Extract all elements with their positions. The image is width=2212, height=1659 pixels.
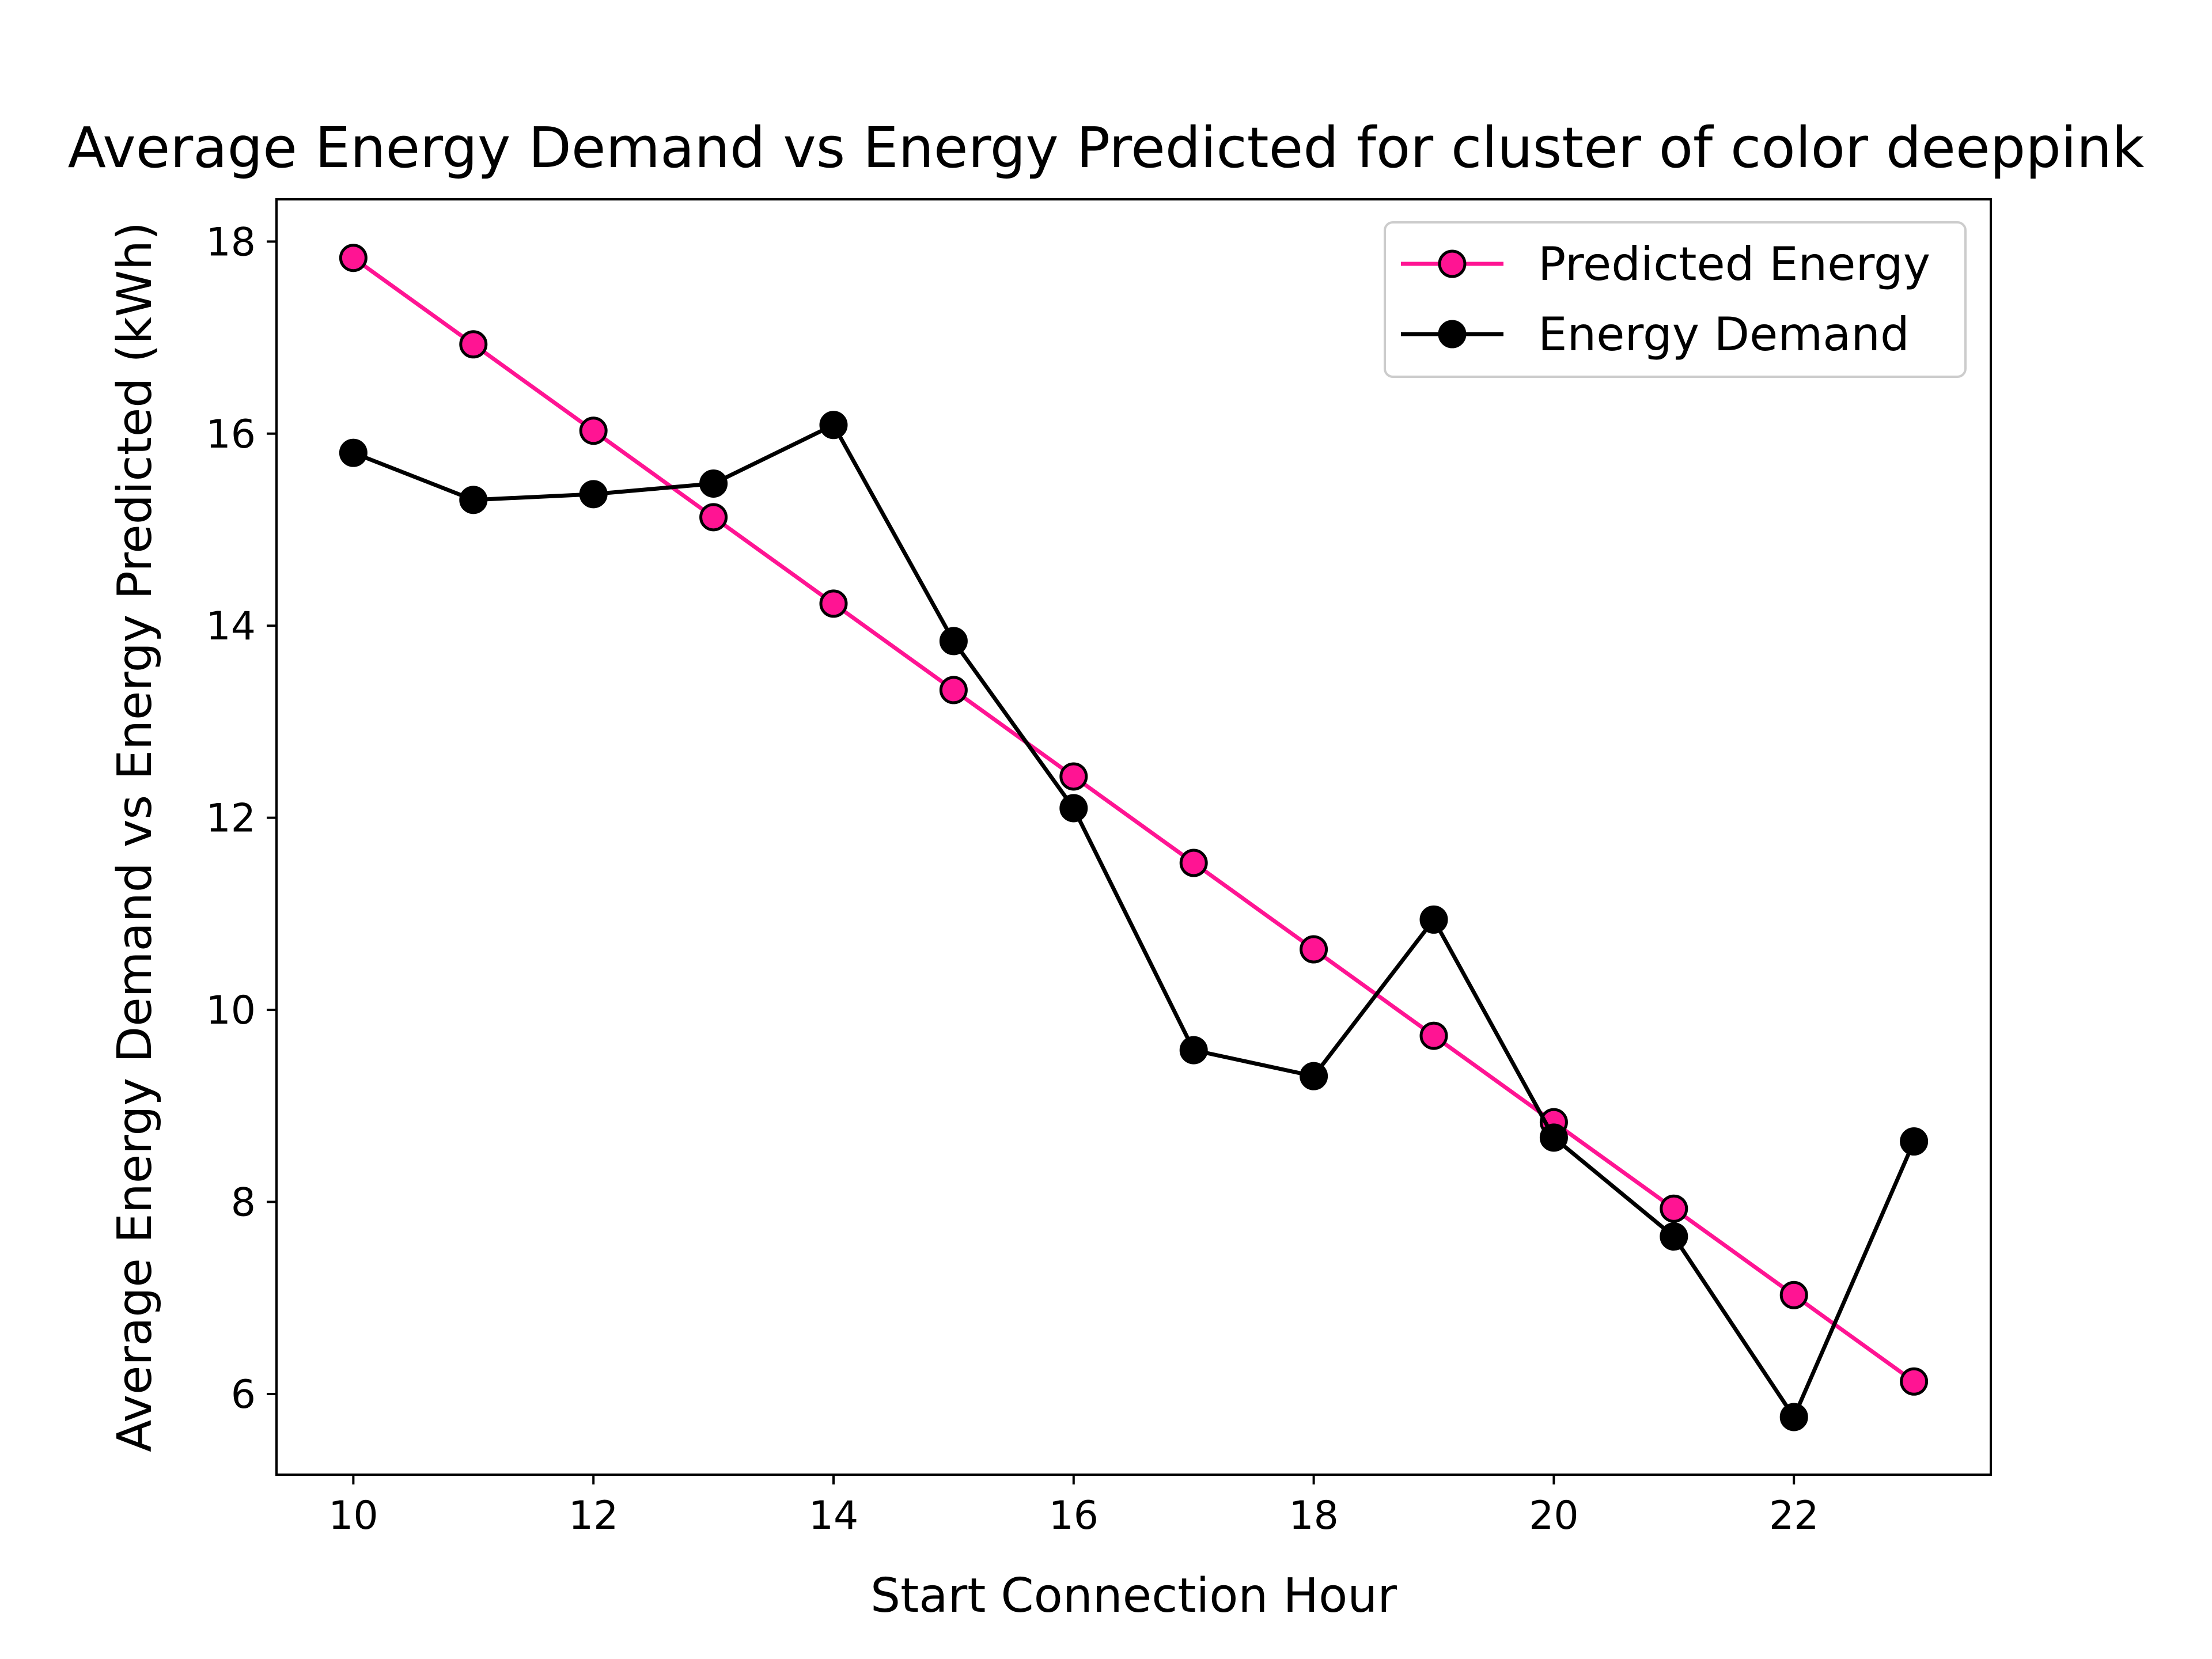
x-tick-label: 18 xyxy=(1289,1493,1339,1539)
data-point xyxy=(1900,1127,1929,1156)
data-point xyxy=(1300,1062,1328,1090)
legend-box xyxy=(1384,221,1967,378)
data-point xyxy=(339,244,368,272)
x-axis-label: Start Connection Hour xyxy=(870,1569,1397,1623)
series-energy-demand xyxy=(339,411,1929,1431)
data-point xyxy=(1300,935,1328,964)
data-point xyxy=(459,486,488,514)
y-tick-label: 10 xyxy=(206,988,256,1033)
data-point xyxy=(1779,1403,1808,1431)
x-tick-label: 14 xyxy=(809,1493,859,1539)
data-point xyxy=(699,503,728,532)
legend-marker xyxy=(1438,249,1467,278)
axes-frame xyxy=(275,198,1992,1476)
y-axis: 6 8 10 12 14 16 18 xyxy=(206,219,276,1418)
data-point xyxy=(819,411,848,440)
plot-area xyxy=(339,244,1929,1431)
legend-label: Predicted Energy xyxy=(1538,237,1930,291)
y-axis-label: Average Energy Demand vs Energy Predicte… xyxy=(108,222,162,1452)
data-point xyxy=(1539,1123,1568,1152)
x-tick-label: 16 xyxy=(1049,1493,1099,1539)
data-point xyxy=(1419,905,1448,934)
x-axis: 10 12 14 16 18 20 22 xyxy=(328,1475,1819,1539)
data-point xyxy=(1419,1021,1448,1050)
y-tick-label: 8 xyxy=(231,1180,256,1226)
data-point xyxy=(819,589,848,618)
y-tick-label: 18 xyxy=(206,219,256,265)
data-point xyxy=(459,330,488,359)
data-point xyxy=(1059,794,1088,823)
data-point xyxy=(1179,849,1208,877)
x-tick-label: 10 xyxy=(328,1493,378,1539)
x-tick-label: 12 xyxy=(569,1493,619,1539)
y-tick-label: 6 xyxy=(231,1372,256,1418)
series-line xyxy=(352,256,1915,1384)
series-line xyxy=(353,423,1916,1419)
data-point xyxy=(1660,1222,1688,1251)
data-point xyxy=(939,627,968,656)
x-tick-label: 22 xyxy=(1769,1493,1819,1539)
data-point xyxy=(339,438,368,467)
data-point xyxy=(939,676,968,704)
chart-title: Average Energy Demand vs Energy Predicte… xyxy=(68,115,2145,180)
data-point xyxy=(1179,1036,1208,1065)
data-point xyxy=(1059,762,1088,791)
data-point xyxy=(1660,1194,1688,1223)
legend-marker xyxy=(1438,320,1467,349)
legend: Predicted Energy Energy Demand xyxy=(1384,221,1967,378)
y-tick-label: 14 xyxy=(206,604,256,649)
data-point xyxy=(579,480,608,509)
y-tick-label: 12 xyxy=(206,796,256,842)
data-point xyxy=(699,469,728,498)
legend-label: Energy Demand xyxy=(1538,308,1910,361)
data-point xyxy=(1779,1281,1808,1309)
series-predicted-energy xyxy=(339,244,1929,1396)
y-tick-label: 16 xyxy=(206,412,256,457)
data-point xyxy=(579,416,608,445)
x-tick-label: 20 xyxy=(1529,1493,1579,1539)
data-point xyxy=(1900,1367,1929,1396)
